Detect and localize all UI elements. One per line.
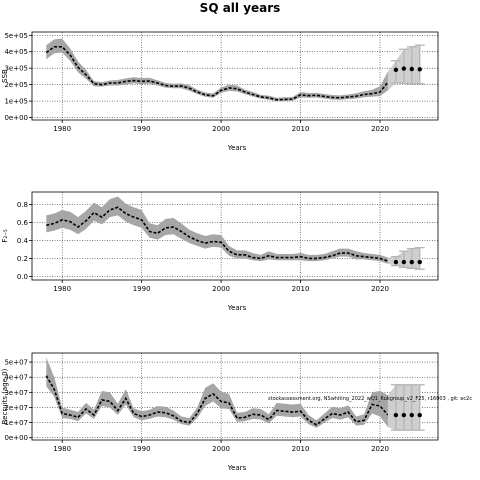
y-tick-label: 2e+05 <box>4 81 28 89</box>
x-tick-label: 1990 <box>133 125 151 133</box>
figure-title: SQ all years <box>200 1 281 15</box>
forecast-point <box>401 66 407 71</box>
x-tick-label: 2010 <box>292 285 310 293</box>
forecast-point <box>393 259 399 265</box>
forecast-point <box>417 67 422 72</box>
confidence-band <box>46 38 388 102</box>
y-axis-label: F₂₋₅ <box>1 229 9 243</box>
x-tick-label: 2010 <box>292 445 310 453</box>
x-tick-label: 1990 <box>133 285 151 293</box>
ssb-panel: 1980 1990 2000 2010 2020 0e+00 1e+05 2e+05 3e+05… <box>1 31 439 152</box>
y-tick-label: 0e+00 <box>4 114 28 122</box>
axes-frame <box>31 31 439 121</box>
x-tick-label: 1980 <box>53 285 71 293</box>
y-tick-label: 5e+05 <box>4 32 28 40</box>
run-annotation: stockassessment.org, NSwhiting_2022_wQ1_… <box>268 396 472 402</box>
x-tick-label: 1980 <box>53 445 71 453</box>
y-tick-label: 4e+05 <box>4 48 28 56</box>
forecast-point <box>401 259 407 265</box>
recruits-panel: 1980 1990 2000 2010 2020 0e+00 1e+07 2e+07 3e+07… <box>1 352 439 472</box>
x-tick-label: 1980 <box>53 125 71 133</box>
f-panel: 1980 1990 2000 2010 2020 0.0 0.2 0.4 0.6 0.8 Years… <box>1 191 439 312</box>
forecast-point <box>409 412 414 418</box>
estimate-line <box>45 375 389 426</box>
y-tick-label: 0e+00 <box>4 434 28 442</box>
y-tick-label: 3e+07 <box>4 389 28 397</box>
y-tick-label: 2e+07 <box>4 404 28 412</box>
y-tick-label: 1e+07 <box>4 419 28 427</box>
forecast-point <box>409 66 414 72</box>
y-tick-label: 0.6 <box>17 219 29 227</box>
estimate-line <box>46 206 389 262</box>
x-tick-label: 2000 <box>212 445 230 453</box>
y-tick-label: 4e+07 <box>4 374 28 382</box>
forecast-point <box>401 412 407 418</box>
estimate-line <box>45 46 389 101</box>
x-axis-label: Years <box>227 144 247 152</box>
x-axis-label: Years <box>227 464 247 472</box>
forecast-point <box>393 67 399 73</box>
y-tick-label: 1e+05 <box>4 98 28 106</box>
x-tick-label: 2000 <box>212 125 230 133</box>
x-tick-label: 2020 <box>371 125 389 133</box>
x-tick-label: 2010 <box>292 125 310 133</box>
axes-frame <box>31 352 439 441</box>
y-tick-label: 0.8 <box>17 201 28 209</box>
y-axis-label: Recruits (age 0) <box>1 368 9 424</box>
y-tick-label: 5e+07 <box>4 359 28 367</box>
x-axis-label: Years <box>227 304 247 312</box>
x-tick-label: 1990 <box>133 445 151 453</box>
forecast-point <box>393 412 399 418</box>
x-tick-label: 2000 <box>212 285 230 293</box>
y-tick-label: 3e+05 <box>4 65 28 73</box>
forecast-point <box>417 259 422 265</box>
x-tick-label: 2020 <box>371 445 389 453</box>
y-tick-label: 0.0 <box>17 273 28 281</box>
forecast-point <box>409 259 414 265</box>
x-tick-label: 2020 <box>371 285 389 293</box>
forecast-point <box>417 412 422 418</box>
confidence-band <box>46 357 388 428</box>
y-axis-label: SSB <box>1 69 9 83</box>
y-tick-label: 0.2 <box>17 255 28 263</box>
axes-frame <box>31 191 439 281</box>
confidence-band <box>46 196 388 264</box>
y-tick-label: 0.4 <box>17 237 29 245</box>
